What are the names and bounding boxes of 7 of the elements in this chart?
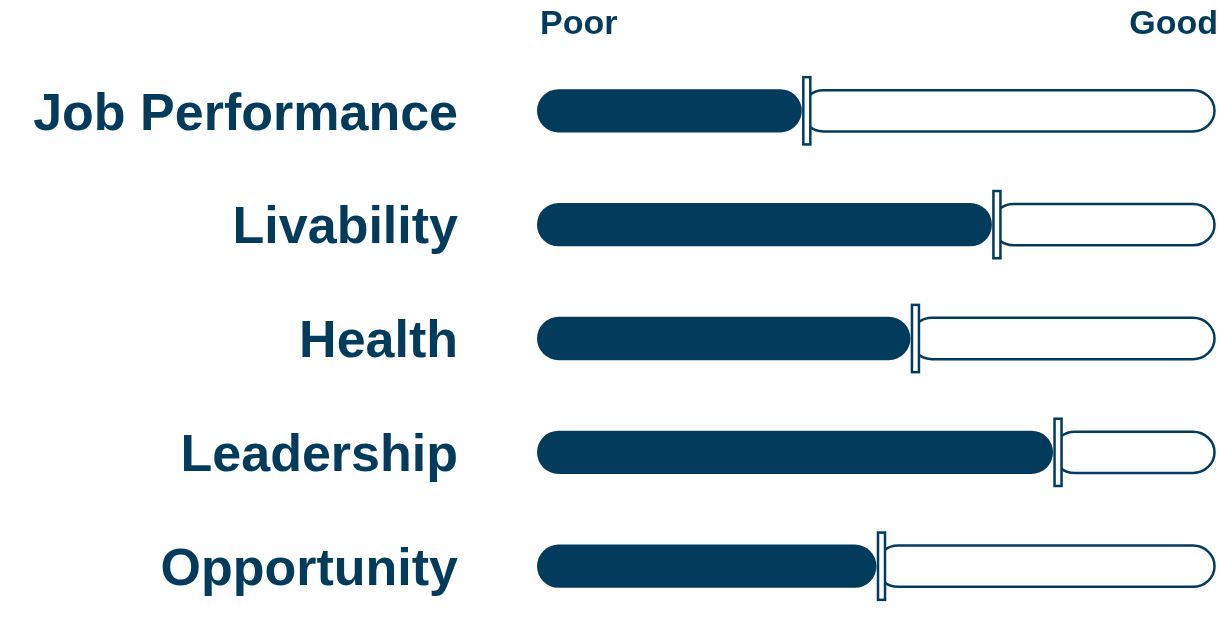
y-tick-label: Livability [232, 196, 459, 255]
y-tick-label: Opportunity [160, 537, 459, 596]
text: Poor [540, 3, 618, 41]
y-tick-label: Job Performance [33, 82, 458, 141]
text: Good [1129, 3, 1218, 41]
y-tick-label: Health [299, 310, 458, 369]
y-tick-label: Leadership [180, 424, 458, 483]
